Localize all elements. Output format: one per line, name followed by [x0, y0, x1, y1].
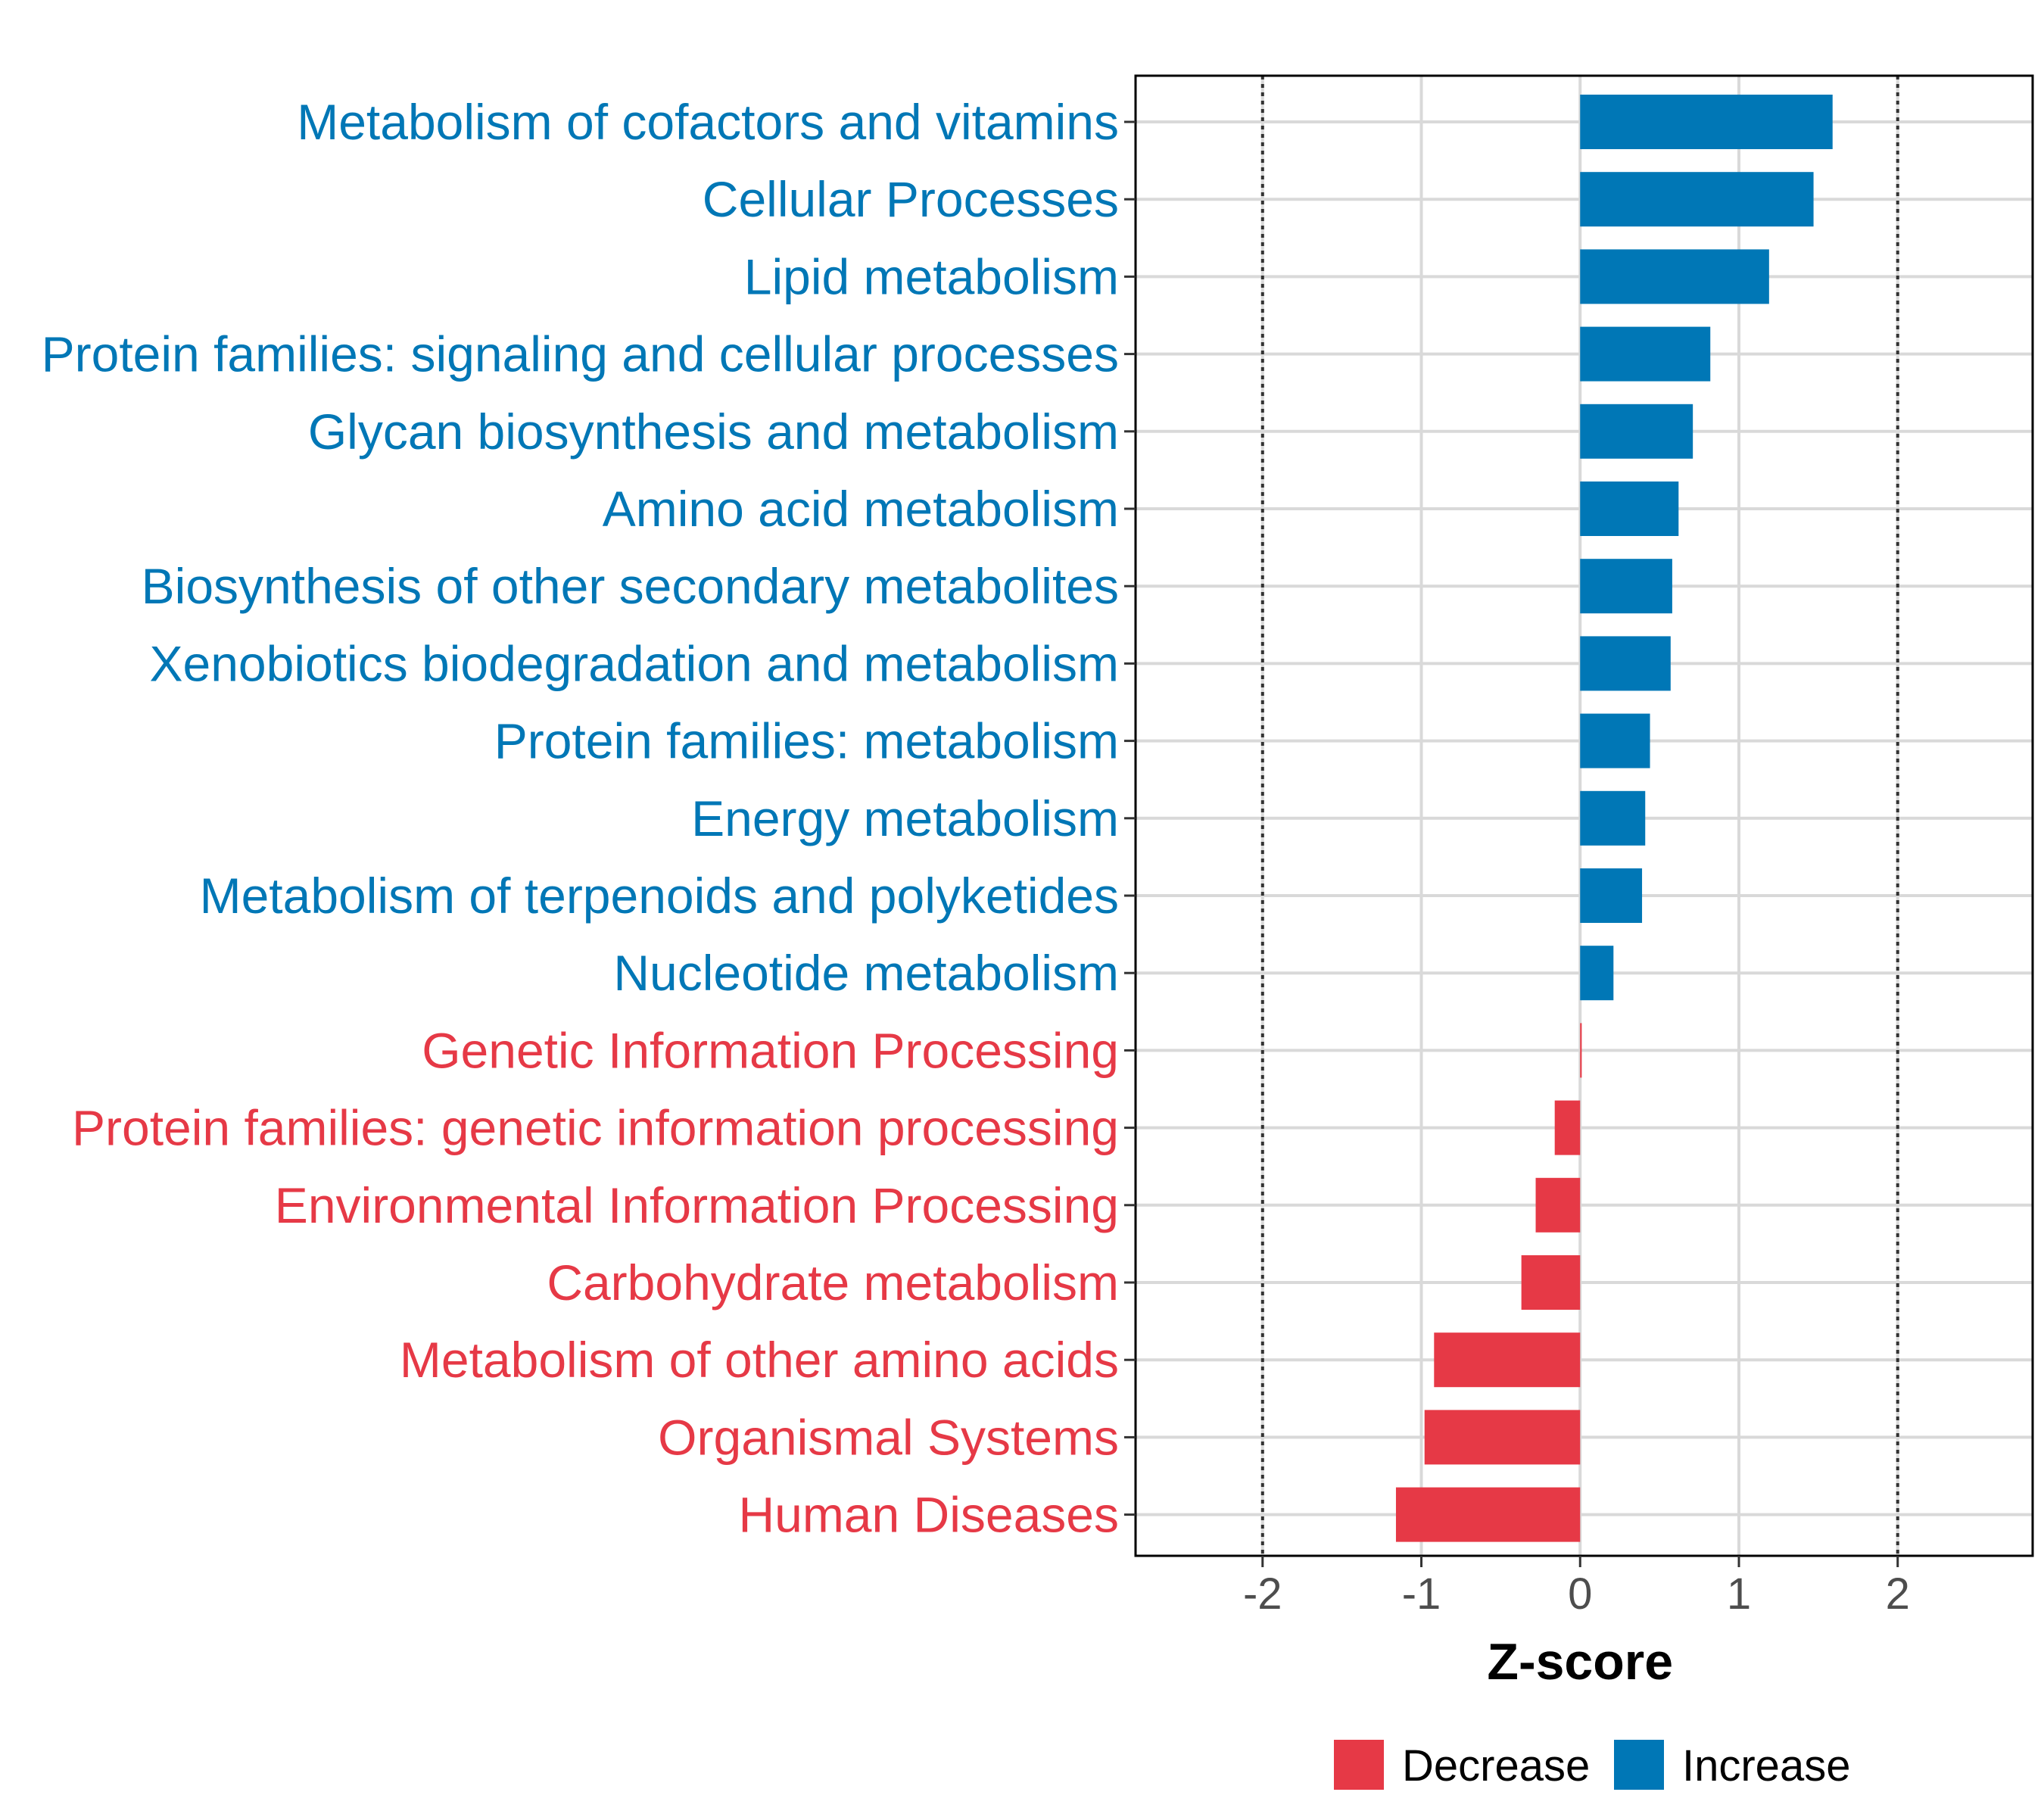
legend-swatch-increase: [1614, 1740, 1664, 1790]
category-label-16: Carbohydrate metabolism: [547, 1254, 1119, 1311]
bar-7: [1580, 559, 1672, 614]
bar-4: [1580, 326, 1711, 382]
category-label-9: Protein families: metabolism: [494, 713, 1119, 769]
legend-swatch-decrease: [1334, 1740, 1384, 1790]
category-label-8: Xenobiotics biodegradation and metabolis…: [150, 635, 1120, 691]
bar-15: [1535, 1177, 1581, 1233]
category-label-15: Environmental Information Processing: [275, 1177, 1119, 1233]
bar-14: [1554, 1100, 1581, 1155]
bar-3: [1580, 249, 1769, 304]
y-axis-labels: Metabolism of cofactors and vitamins Cell…: [42, 94, 1119, 1543]
legend: Decrease Increase: [1334, 1740, 1850, 1791]
bar-8: [1580, 636, 1671, 691]
category-label-6: Amino acid metabolism: [603, 481, 1119, 537]
bar-10: [1580, 790, 1646, 846]
category-label-3: Lipid metabolism: [744, 248, 1119, 304]
category-label-12: Nucleotide metabolism: [613, 945, 1119, 1001]
legend-label-decrease: Decrease: [1402, 1741, 1590, 1791]
x-tick-label-2: 2: [1886, 1569, 1910, 1619]
x-tick-label--2: -2: [1243, 1569, 1282, 1619]
bar-18: [1424, 1410, 1581, 1465]
bar-13: [1580, 1023, 1582, 1078]
bar-12: [1580, 946, 1614, 1001]
x-axis-title: Z-score: [1487, 1633, 1673, 1691]
category-label-5: Glycan biosynthesis and metabolism: [308, 404, 1119, 460]
bar-9: [1580, 713, 1650, 768]
category-label-10: Energy metabolism: [691, 790, 1119, 846]
bar-5: [1580, 404, 1693, 459]
plot-panel-border: [1134, 74, 2034, 1557]
category-label-13: Genetic Information Processing: [422, 1022, 1119, 1078]
category-label-17: Metabolism of other amino acids: [400, 1332, 1119, 1388]
legend-label-increase: Increase: [1682, 1741, 1850, 1791]
x-tick-label--1: -1: [1402, 1569, 1441, 1619]
reference-lines: [1260, 76, 1899, 1556]
bar-16: [1521, 1255, 1581, 1310]
x-axis-ticks: -2 -1 0 1 2: [1243, 1556, 1910, 1619]
bar-2: [1580, 172, 1814, 227]
category-label-18: Organismal Systems: [658, 1409, 1119, 1465]
bar-17: [1434, 1332, 1581, 1388]
bar-1: [1580, 95, 1833, 149]
category-label-11: Metabolism of terpenoids and polyketides: [200, 868, 1119, 924]
category-label-7: Biosynthesis of other secondary metaboli…: [142, 558, 1119, 614]
y-axis-ticks: [1124, 120, 1136, 1516]
bar-19: [1395, 1487, 1581, 1542]
category-label-1: Metabolism of cofactors and vitamins: [297, 94, 1119, 150]
category-label-2: Cellular Processes: [703, 171, 1119, 227]
category-label-19: Human Diseases: [738, 1487, 1119, 1543]
category-label-14: Protein families: genetic information pr…: [72, 1100, 1119, 1156]
bar-6: [1580, 482, 1679, 536]
bar-11: [1580, 868, 1643, 923]
x-tick-label-0: 0: [1568, 1569, 1592, 1619]
x-tick-label-1: 1: [1727, 1569, 1751, 1619]
category-label-4: Protein families: signaling and cellular…: [42, 326, 1119, 382]
bars: [1395, 95, 1833, 1542]
